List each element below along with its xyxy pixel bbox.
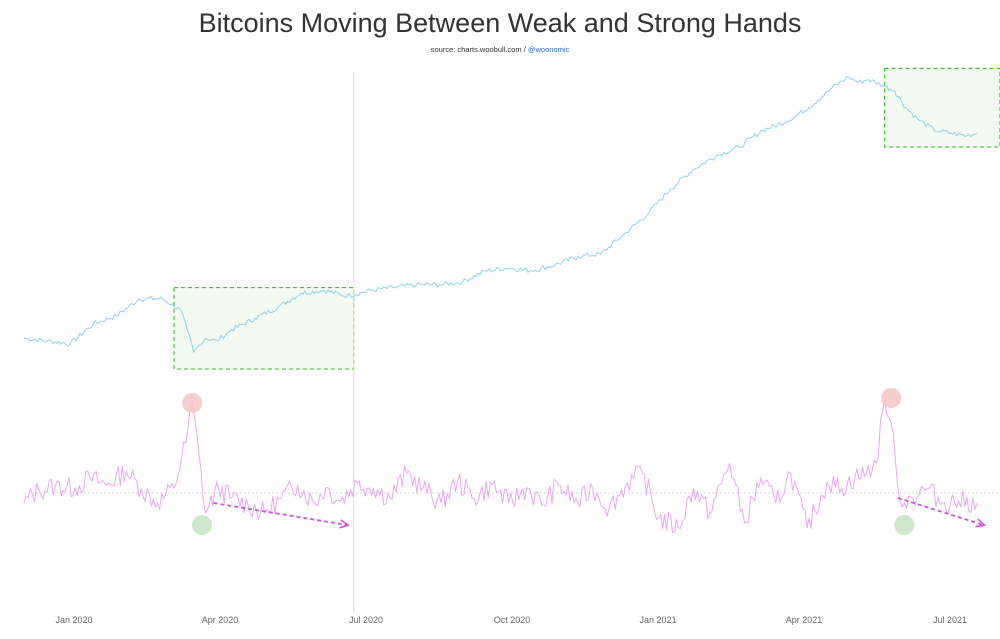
x-tick-label: Oct 2020 [494,615,531,625]
price-series-line [23,76,978,354]
trough-marker-3 [192,515,213,535]
chart-title: Bitcoins Moving Between Weak and Strong … [198,8,802,38]
trend-arrow-6 [213,502,348,525]
peak-marker-2 [182,393,203,413]
source-prefix: source: charts.woobull.com / [430,45,526,54]
x-axis-ticks: Jan 2020 Apr 2020 Jul 2020 Oct 2020 Jan 2021… [55,615,967,625]
x-tick-label: Jul 2021 [933,615,967,625]
peak-marker-4 [881,388,902,408]
trough-marker-5 [894,515,915,535]
highlight-box-1 [883,67,1000,148]
x-tick-label: Jul 2020 [349,615,383,625]
x-tick-label: Jan 2020 [55,615,92,625]
source-handle-link[interactable]: @woonomic [527,45,570,54]
highlight-boxes [173,67,1000,370]
oscillator-series-line [23,397,978,533]
highlight-markers [182,388,983,535]
x-tick-label: Apr 2021 [786,615,823,625]
trend-arrow-7 [897,497,984,525]
x-tick-label: Jan 2021 [639,615,676,625]
highlight-box-0 [173,286,355,370]
x-tick-label: Apr 2020 [202,615,239,625]
chart-source: source: charts.woobull.com / @woonomic [0,45,1000,54]
